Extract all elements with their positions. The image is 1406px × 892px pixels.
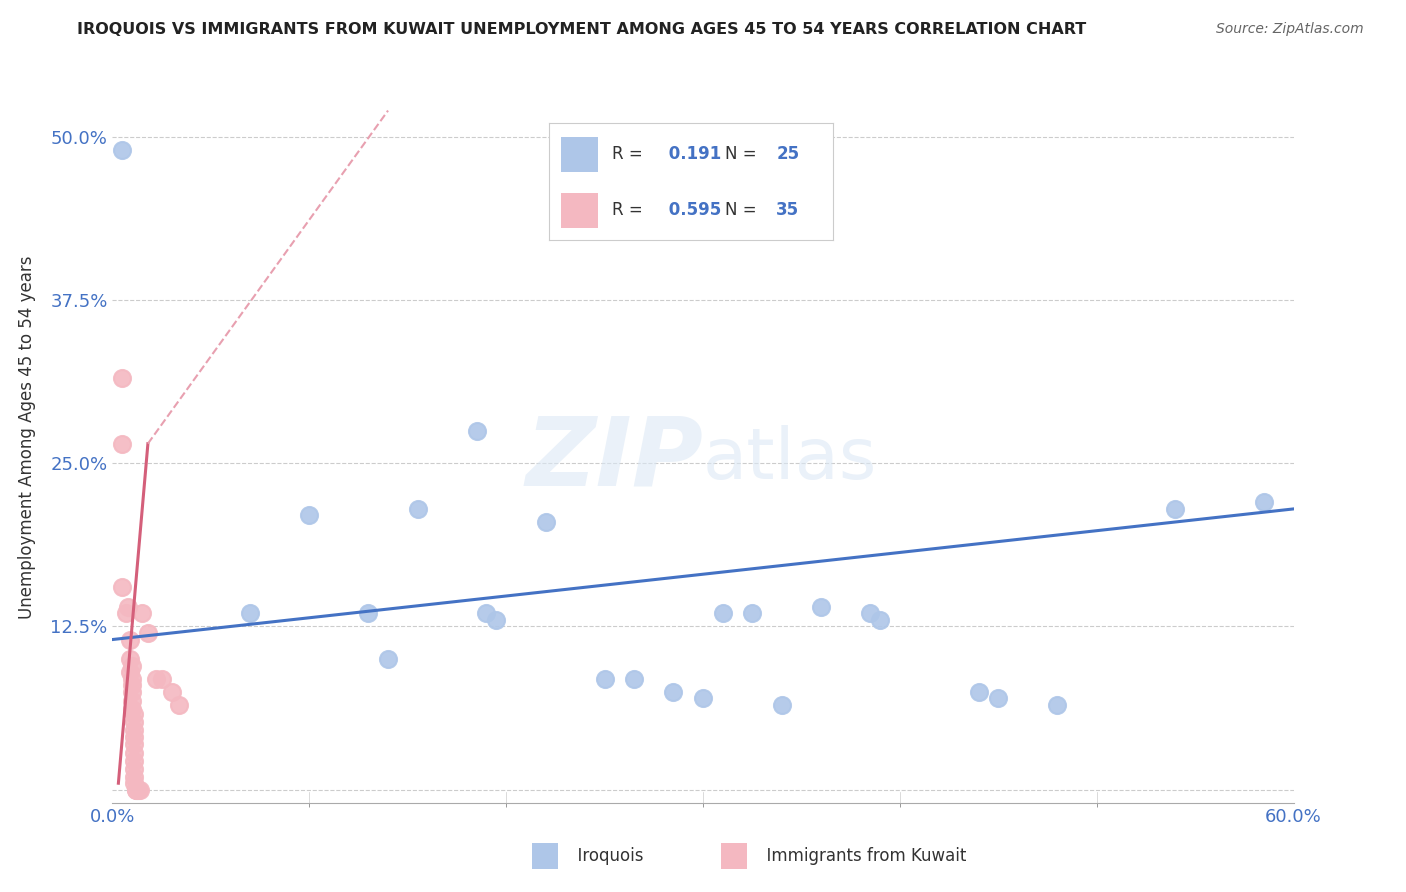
Point [122, 714, 145, 729]
Point [623, 672, 645, 686]
Point [117, 599, 139, 614]
Point [121, 678, 143, 692]
Point [122, 746, 145, 760]
Point [485, 613, 508, 627]
Point [298, 508, 321, 523]
Point [475, 607, 498, 621]
Point [692, 691, 714, 706]
Point [125, 782, 148, 797]
Point [593, 672, 616, 686]
Point [122, 754, 145, 768]
Point [122, 706, 145, 721]
Point [131, 607, 153, 621]
Point [111, 580, 134, 594]
Point [111, 143, 134, 157]
Point [169, 698, 191, 712]
Text: IROQUOIS VS IMMIGRANTS FROM KUWAIT UNEMPLOYMENT AMONG AGES 45 TO 54 YEARS CORREL: IROQUOIS VS IMMIGRANTS FROM KUWAIT UNEMP… [77, 22, 1087, 37]
Point [122, 762, 145, 776]
Point [120, 665, 142, 680]
Point [357, 607, 380, 621]
Point [111, 436, 134, 450]
Point [121, 685, 143, 699]
Point [160, 685, 183, 699]
Point [406, 502, 429, 516]
Point [120, 632, 142, 647]
Point [239, 607, 262, 621]
Point [534, 515, 557, 529]
Text: atlas: atlas [703, 425, 877, 493]
Point [127, 782, 149, 797]
Point [122, 737, 145, 751]
Point [1046, 698, 1069, 712]
Point [122, 731, 145, 745]
Point [1164, 502, 1187, 516]
Point [125, 782, 148, 797]
Point [662, 685, 685, 699]
Point [129, 782, 152, 797]
Text: ZIP: ZIP [524, 412, 703, 506]
Text: Immigrants from Kuwait: Immigrants from Kuwait [756, 847, 966, 865]
Point [145, 672, 167, 686]
FancyBboxPatch shape [531, 843, 558, 869]
Point [465, 424, 488, 438]
Point [987, 691, 1010, 706]
Point [810, 599, 832, 614]
Point [967, 685, 990, 699]
Point [150, 672, 173, 686]
Point [1253, 495, 1275, 509]
Point [121, 658, 143, 673]
Text: Source: ZipAtlas.com: Source: ZipAtlas.com [1216, 22, 1364, 37]
Point [770, 698, 793, 712]
Point [127, 782, 149, 797]
Point [711, 607, 734, 621]
Point [859, 607, 882, 621]
Point [741, 607, 763, 621]
Point [377, 652, 399, 666]
Point [122, 776, 145, 790]
Point [122, 723, 145, 737]
Point [122, 770, 145, 784]
Point [121, 694, 143, 708]
Point [121, 672, 143, 686]
Point [120, 652, 142, 666]
Point [121, 702, 143, 716]
Text: Iroquois: Iroquois [567, 847, 644, 865]
Point [115, 607, 138, 621]
Point [136, 626, 159, 640]
FancyBboxPatch shape [721, 843, 747, 869]
Y-axis label: Unemployment Among Ages 45 to 54 years: Unemployment Among Ages 45 to 54 years [18, 255, 37, 619]
Point [869, 613, 891, 627]
Point [111, 371, 134, 385]
